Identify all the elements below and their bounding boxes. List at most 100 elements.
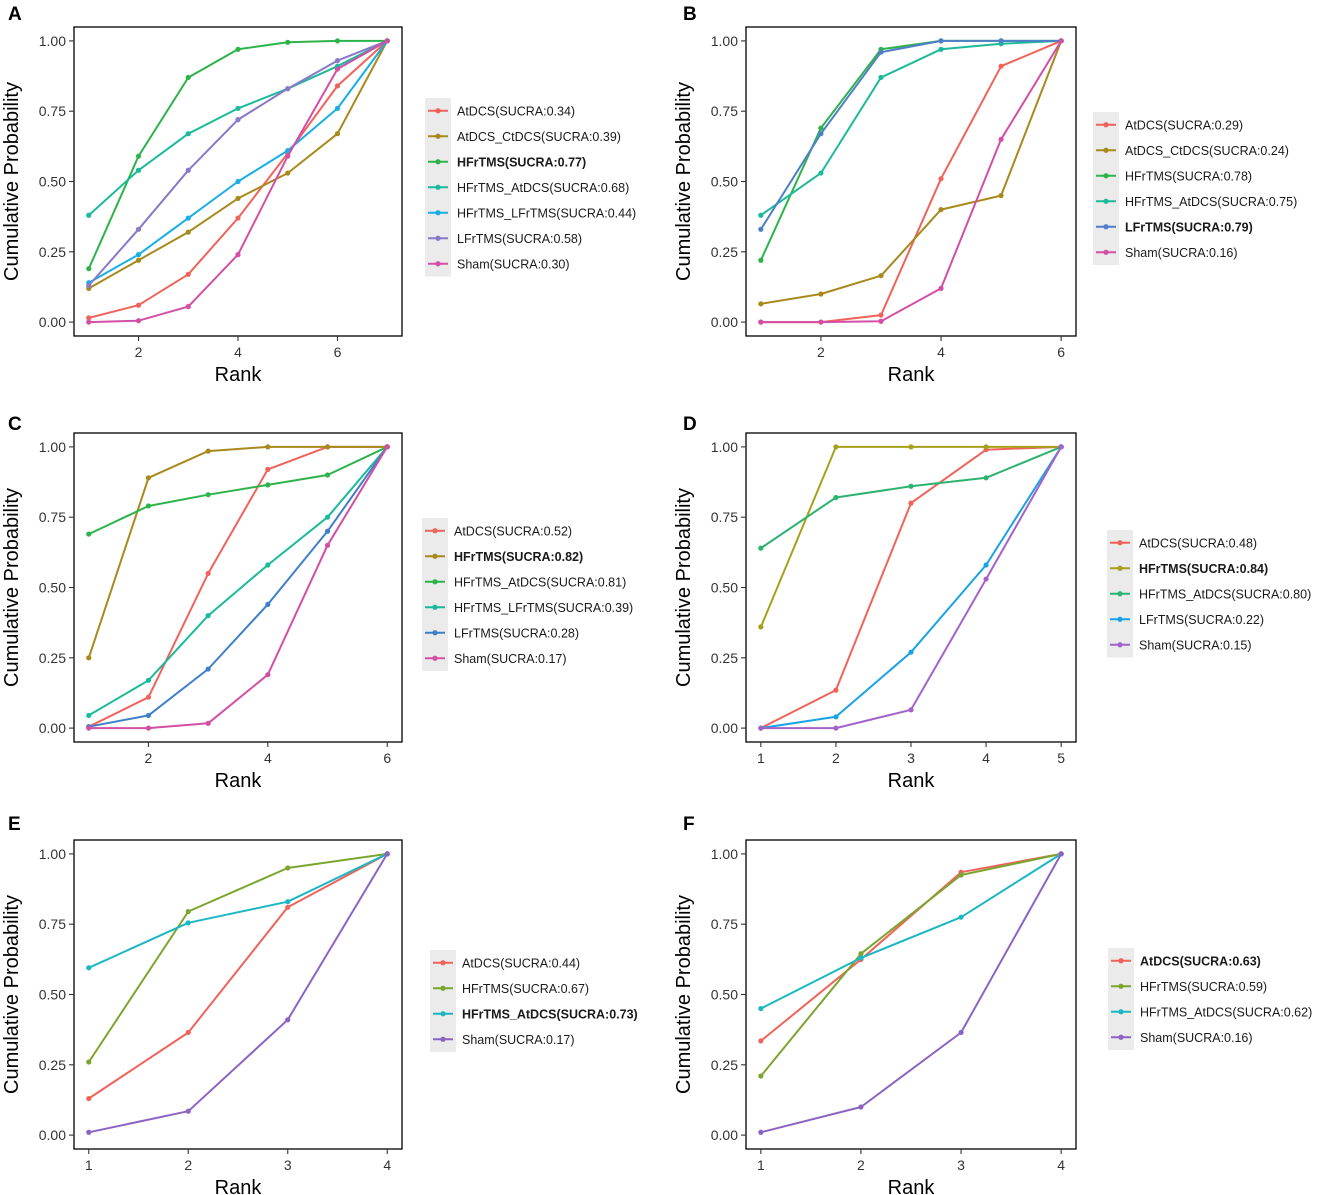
legend-key-point (1103, 224, 1109, 230)
x-tick-label: 4 (937, 344, 945, 360)
x-tick-label: 1 (757, 750, 765, 766)
legend-label: AtDCS_CtDCS(SUCRA:0.24) (1125, 144, 1289, 158)
panel-letter: D (683, 414, 697, 435)
data-point (135, 257, 142, 263)
data-point (86, 531, 92, 537)
x-tick-label: 6 (1057, 344, 1065, 360)
x-axis-title: Rank (888, 364, 936, 386)
x-axis-title: Rank (215, 1177, 263, 1195)
legend-key-point (432, 604, 438, 610)
legend-key-point (440, 960, 446, 966)
series-line (760, 39, 1062, 217)
legend-label: HFrTMS(SUCRA:0.82) (454, 550, 583, 564)
panel-letter: E (8, 814, 21, 835)
data-point (324, 514, 331, 520)
y-tick-label: 1.00 (711, 846, 738, 862)
panel-b: B 0.00 0.25 0.50 0.75 1.00 2 4 6 Rank Cumulative P… (673, 4, 1297, 386)
y-tick-label: 0.75 (39, 916, 66, 932)
data-point (145, 475, 152, 481)
data-point (86, 725, 92, 731)
legend-label: AtDCS(SUCRA:0.34) (457, 104, 575, 118)
series-line (87, 852, 388, 1063)
x-tick-label: 4 (1057, 1157, 1065, 1173)
data-point (265, 672, 271, 678)
data-point (384, 444, 390, 450)
x-tick-label: 3 (284, 1157, 292, 1173)
y-tick-label: 1.00 (39, 846, 66, 862)
legend-key-point (1103, 198, 1109, 204)
legend-label: HFrTMS_AtDCS(SUCRA:0.68) (457, 181, 629, 195)
series-line (88, 852, 388, 969)
data-point (135, 302, 142, 308)
data-point (938, 176, 944, 182)
y-tick-label: 0.00 (39, 314, 66, 330)
legend-key-point (432, 630, 438, 636)
data-point (1058, 38, 1064, 44)
legend-label: HFrTMS(SUCRA:0.67) (462, 982, 589, 996)
y-tick-label: 0.75 (711, 103, 738, 119)
data-point (135, 318, 142, 324)
y-axis-title: Cumulative Probability (673, 895, 695, 1094)
y-tick-label: 0.00 (39, 1127, 66, 1143)
legend-key-point (440, 1036, 446, 1042)
data-point (205, 492, 211, 498)
data-point (938, 38, 944, 44)
data-point (908, 444, 914, 450)
data-point (758, 257, 764, 263)
legend-label: LFrTMS(SUCRA:0.22) (1139, 613, 1264, 627)
data-point (265, 482, 271, 488)
data-point (265, 444, 271, 450)
x-tick-label: 2 (857, 1157, 865, 1173)
x-axis-title: Rank (215, 364, 263, 386)
data-point (285, 170, 291, 176)
data-point (285, 39, 291, 45)
legend-label: LFrTMS(SUCRA:0.79) (1125, 220, 1253, 234)
data-point (818, 291, 824, 297)
data-point (1058, 851, 1064, 857)
data-point (833, 714, 839, 720)
data-point (285, 153, 291, 159)
legend-label: HFrTMS_AtDCS(SUCRA:0.75) (1125, 195, 1297, 209)
x-tick-label: 2 (832, 750, 840, 766)
data-point (334, 38, 341, 44)
data-point (235, 46, 241, 52)
x-tick-label: 4 (383, 1157, 391, 1173)
data-point (285, 1017, 291, 1023)
legend-key-box (1093, 112, 1119, 265)
legend-key-point (435, 210, 441, 216)
data-point (235, 105, 241, 111)
data-point (86, 655, 92, 661)
panel-letter: B (683, 4, 697, 25)
legend-key-box (1108, 948, 1134, 1050)
x-axis-title: Rank (215, 770, 263, 792)
data-point (185, 131, 191, 137)
data-point (324, 472, 331, 478)
legend-key-box (430, 950, 456, 1052)
legend-key-point (435, 108, 441, 114)
y-tick-label: 0.25 (39, 1057, 66, 1073)
legend-label: HFrTMS_AtDCS(SUCRA:0.62) (1140, 1005, 1312, 1019)
data-point (818, 125, 824, 131)
data-point (205, 613, 211, 619)
x-tick-label: 3 (907, 750, 915, 766)
legend-label: HFrTMS_AtDCS(SUCRA:0.81) (454, 575, 626, 589)
y-tick-label: 0.75 (39, 103, 66, 119)
plot-frame (745, 839, 1077, 1150)
x-tick-label: 4 (264, 750, 272, 766)
legend-key-point (1103, 147, 1109, 153)
data-point (758, 1005, 764, 1012)
data-point (334, 105, 341, 111)
data-point (185, 1029, 191, 1036)
data-point (185, 74, 191, 81)
data-point (958, 872, 964, 878)
legend-key-point (432, 579, 438, 585)
data-point (185, 215, 191, 221)
y-tick-label: 0.25 (39, 650, 66, 666)
data-point (858, 951, 864, 957)
data-point (334, 131, 341, 137)
data-point (384, 851, 390, 857)
y-tick-label: 0.50 (711, 580, 738, 596)
series-line (88, 853, 388, 1100)
data-point (285, 865, 291, 871)
data-point (235, 117, 241, 123)
